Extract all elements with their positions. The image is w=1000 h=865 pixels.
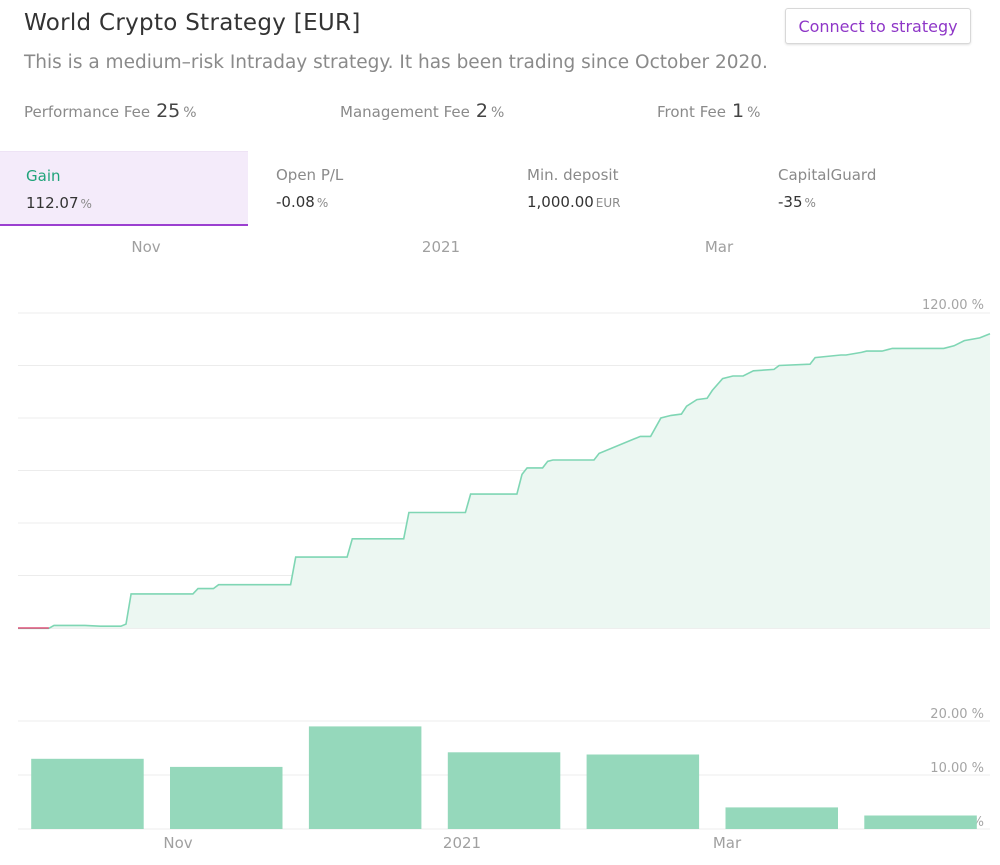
monthly-gain-bar[interactable]	[308, 726, 422, 829]
tab-gain-unit: %	[80, 197, 92, 211]
management-fee: Management Fee 2%	[340, 100, 504, 122]
management-fee-label: Management Fee	[340, 103, 470, 121]
tab-capitalguard-value: -35	[778, 193, 803, 211]
monthly-gain-bar[interactable]	[586, 754, 700, 830]
tab-min-deposit[interactable]: Min. deposit 1,000.00 EUR	[501, 151, 749, 226]
top-axis-label-nov: Nov	[131, 238, 161, 256]
bar-ytick-label: 20.00 %	[930, 707, 984, 722]
metric-tabs: Gain 112.07% Open P/L -0.08% Min. deposi…	[0, 151, 1000, 226]
performance-fee-value: 25	[156, 100, 181, 122]
tab-open-pl-label: Open P/L	[276, 166, 344, 184]
bar-xtick-label: Nov	[163, 834, 192, 852]
performance-fee-unit: %	[183, 105, 197, 121]
bar-ytick-label: 10.00 %	[930, 761, 984, 776]
front-fee: Front Fee 1%	[657, 100, 760, 122]
tab-open-pl-unit: %	[316, 196, 329, 210]
tab-gain-label: Gain	[26, 167, 61, 185]
gain-ytick-label: 120.00 %	[922, 298, 984, 313]
top-time-axis: Nov 2021 Mar	[0, 238, 1000, 260]
tab-capitalguard-label: CapitalGuard	[778, 166, 877, 184]
front-fee-value: 1	[731, 100, 745, 122]
top-axis-label-2021: 2021	[421, 238, 461, 256]
performance-fee-label: Performance Fee	[24, 103, 151, 121]
bar-xtick-label: Mar	[713, 834, 742, 852]
monthly-gain-bar[interactable]	[447, 752, 561, 829]
performance-fee: Performance Fee 25%	[24, 100, 197, 122]
management-fee-value: 2	[475, 100, 488, 122]
gain-line	[18, 333, 991, 630]
gain-area	[18, 333, 990, 629]
tab-open-pl-value: -0.08	[276, 193, 315, 211]
page-title: World Crypto Strategy [EUR]	[24, 10, 361, 36]
front-fee-label: Front Fee	[657, 103, 726, 121]
management-fee-unit: %	[490, 105, 505, 121]
front-fee-unit: %	[747, 105, 761, 121]
bar-xtick-label: 2021	[443, 834, 481, 852]
gain-line-chart[interactable]: 0.00 %20.00 %40.00 %60.00 %80.00 %100.00…	[0, 270, 1000, 650]
monthly-gain-bar[interactable]	[170, 766, 283, 829]
tab-min-deposit-label: Min. deposit	[527, 166, 619, 184]
monthly-gain-bar[interactable]	[31, 758, 144, 829]
monthly-gain-bar[interactable]	[864, 815, 977, 830]
tab-capitalguard[interactable]: CapitalGuard -35%	[752, 151, 1000, 226]
tab-gain[interactable]: Gain 112.07%	[0, 151, 248, 226]
connect-to-strategy-button[interactable]: Connect to strategy	[785, 8, 971, 44]
tab-gain-value: 112.07	[26, 194, 79, 212]
tab-min-deposit-value: 1,000.00	[527, 193, 594, 211]
fees-row: Performance Fee 25% Management Fee 2% Fron…	[0, 100, 1000, 130]
strategy-description: This is a medium–risk Intraday strategy.…	[24, 52, 768, 73]
top-axis-label-mar: Mar	[704, 238, 734, 256]
tab-open-pl[interactable]: Open P/L -0.08%	[250, 151, 498, 226]
monthly-gain-bar[interactable]	[725, 807, 839, 829]
tab-capitalguard-unit: %	[804, 196, 816, 210]
tab-min-deposit-unit: EUR	[595, 196, 621, 210]
